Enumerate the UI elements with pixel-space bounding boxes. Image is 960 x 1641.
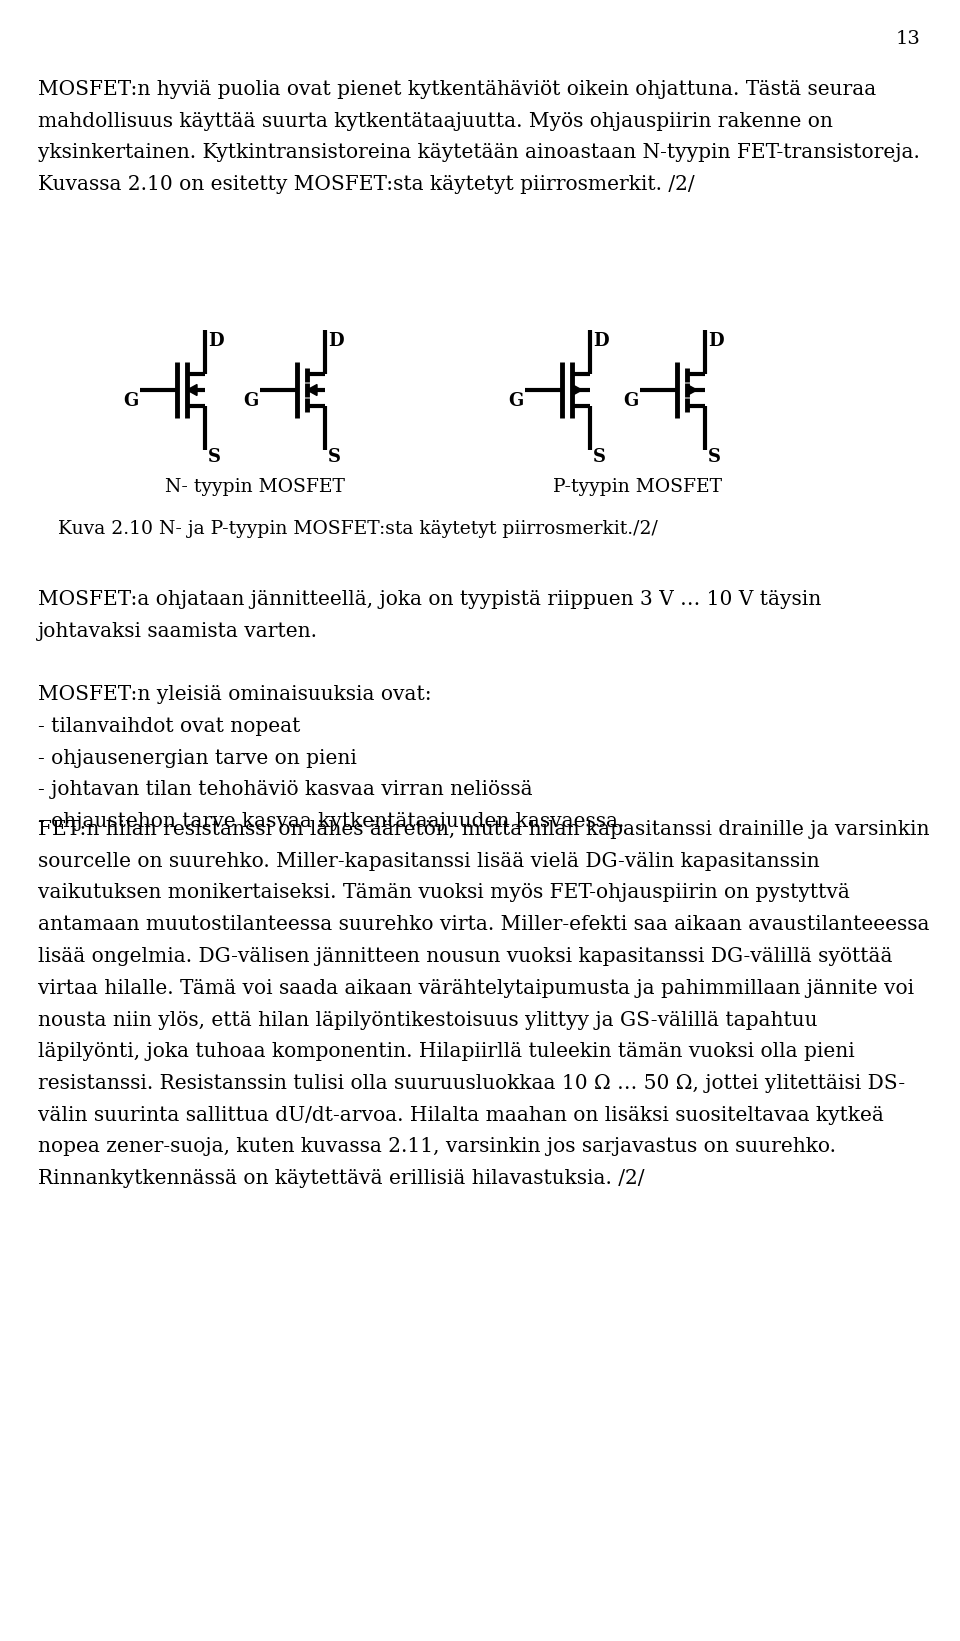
Text: S: S xyxy=(708,448,721,466)
Text: S: S xyxy=(593,448,606,466)
Polygon shape xyxy=(187,384,197,395)
Text: S: S xyxy=(208,448,221,466)
Text: 13: 13 xyxy=(895,30,920,48)
Text: G: G xyxy=(243,392,258,410)
Polygon shape xyxy=(307,384,317,395)
Text: P-tyypin MOSFET: P-tyypin MOSFET xyxy=(553,478,722,496)
Text: N- tyypin MOSFET: N- tyypin MOSFET xyxy=(165,478,345,496)
Text: D: D xyxy=(593,331,609,350)
Polygon shape xyxy=(687,384,697,395)
Text: MOSFET:a ohjataan jännitteellä, joka on tyypistä riippuen 3 V … 10 V täysin
joht: MOSFET:a ohjataan jännitteellä, joka on … xyxy=(38,591,821,640)
Text: D: D xyxy=(208,331,224,350)
Text: G: G xyxy=(623,392,638,410)
Text: MOSFET:n hyviä puolia ovat pienet kytkentähäviöt oikein ohjattuna. Tästä seuraa
: MOSFET:n hyviä puolia ovat pienet kytken… xyxy=(38,80,920,194)
Text: MOSFET:n yleisiä ominaisuuksia ovat:
- tilanvaihdot ovat nopeat
- ohjausenergian: MOSFET:n yleisiä ominaisuuksia ovat: - t… xyxy=(38,684,624,830)
Text: FET:n hilan resistanssi on lähes ääretön, mutta hilan kapasitanssi drainille ja : FET:n hilan resistanssi on lähes ääretön… xyxy=(38,820,929,1188)
Text: G: G xyxy=(508,392,523,410)
Text: Kuva 2.10 N- ja P-tyypin MOSFET:sta käytetyt piirrosmerkit./2/: Kuva 2.10 N- ja P-tyypin MOSFET:sta käyt… xyxy=(58,520,658,538)
Text: S: S xyxy=(328,448,341,466)
Text: G: G xyxy=(123,392,138,410)
Text: D: D xyxy=(708,331,724,350)
Polygon shape xyxy=(572,384,582,395)
Text: D: D xyxy=(328,331,344,350)
